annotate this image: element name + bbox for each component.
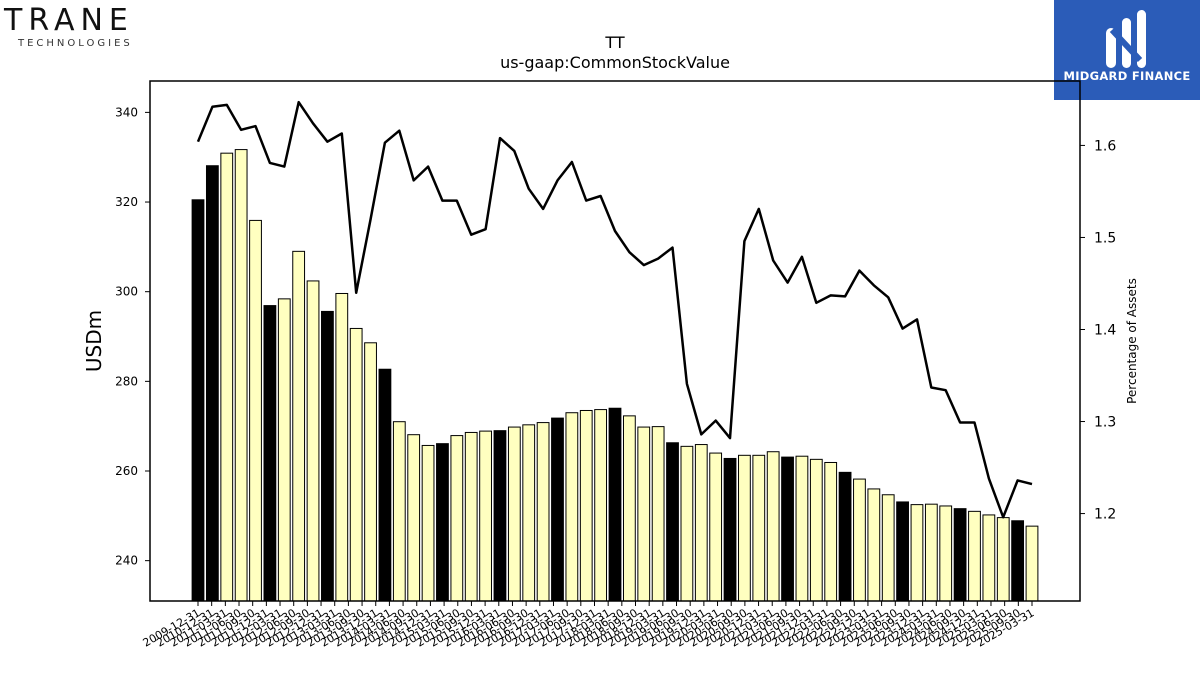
trane-wordmark: TRANE xyxy=(3,3,134,38)
y-axis-label: USDm xyxy=(82,310,106,372)
bar xyxy=(220,152,234,602)
bar xyxy=(249,219,262,602)
bar xyxy=(809,458,823,602)
bar xyxy=(364,342,377,602)
bar xyxy=(464,431,478,602)
bar xyxy=(910,504,924,602)
bar xyxy=(594,409,608,602)
bar xyxy=(292,250,306,602)
bar xyxy=(824,461,838,602)
y-tick-label: 300 xyxy=(115,285,138,299)
bar xyxy=(881,494,895,602)
bar xyxy=(939,505,953,602)
chart-title: TT xyxy=(604,33,624,52)
bar xyxy=(795,455,809,602)
bar xyxy=(536,422,550,602)
y2-tick-label: 1.3 xyxy=(1094,415,1116,431)
trane-subtitle: TECHNOLOGIES xyxy=(17,38,133,49)
y2-tick-label: 1.2 xyxy=(1094,507,1116,523)
bar xyxy=(896,501,909,602)
bar xyxy=(565,412,579,602)
percentage-line xyxy=(196,100,1033,519)
bar xyxy=(1011,520,1025,602)
bar xyxy=(1025,525,1039,602)
bar xyxy=(263,305,277,602)
bar xyxy=(522,424,536,602)
bar xyxy=(306,280,320,602)
bar xyxy=(953,508,967,602)
bar xyxy=(608,407,622,602)
y-tick-label: 320 xyxy=(115,195,138,209)
bar xyxy=(781,456,794,602)
bar xyxy=(321,310,334,602)
bar xyxy=(968,510,981,602)
bar xyxy=(205,165,219,602)
y-axis: 240 260 280 300 320 340 xyxy=(115,105,150,568)
y-tick-label: 240 xyxy=(115,554,138,568)
y2-tick-label: 1.5 xyxy=(1094,230,1116,246)
bar xyxy=(421,444,435,602)
x-axis: 2009-12-312010-12-312011-03-312011-06-30… xyxy=(141,601,1037,650)
midgard-emblem-icon xyxy=(1106,10,1146,68)
y-tick-label: 280 xyxy=(115,374,138,388)
y2-axis: 1.2 1.3 1.4 1.5 1.6 xyxy=(1080,138,1116,523)
bar xyxy=(551,417,564,602)
bar xyxy=(335,292,349,602)
midgard-finance-logo: MIDGARD FINANCE xyxy=(1054,0,1200,100)
y-tick-label: 260 xyxy=(115,464,138,478)
bar xyxy=(493,430,507,602)
bar xyxy=(234,149,248,602)
bar xyxy=(651,426,665,602)
bar xyxy=(392,421,406,602)
bar xyxy=(622,415,636,602)
bar xyxy=(723,457,737,602)
bar xyxy=(680,445,694,602)
bar xyxy=(924,503,938,602)
bar xyxy=(738,454,751,602)
bar xyxy=(709,452,723,602)
bar xyxy=(378,368,392,602)
bar xyxy=(407,434,421,602)
bar xyxy=(479,430,492,602)
line-series xyxy=(196,100,1033,519)
bar xyxy=(838,471,852,602)
bar xyxy=(867,488,881,602)
bar-series xyxy=(191,149,1039,602)
plot-frame xyxy=(149,80,1081,602)
bar xyxy=(752,454,766,602)
bar xyxy=(277,298,291,602)
bar xyxy=(666,442,679,602)
bar xyxy=(766,451,780,602)
bar xyxy=(996,517,1010,602)
y2-tick-label: 1.6 xyxy=(1094,138,1116,154)
bar xyxy=(191,199,205,602)
bar xyxy=(694,444,708,602)
bar xyxy=(982,514,996,602)
trane-logo: TRANE TECHNOLOGIES xyxy=(0,0,170,56)
bar xyxy=(450,435,464,602)
chart-subtitle: us-gaap:CommonStockValue xyxy=(500,53,730,72)
bar xyxy=(349,327,363,602)
bar xyxy=(637,426,651,602)
y2-axis-label: Percentage of Assets xyxy=(1125,278,1139,404)
y2-tick-label: 1.4 xyxy=(1094,322,1116,338)
midgard-finance-name: MIDGARD FINANCE xyxy=(1063,69,1191,83)
bar xyxy=(507,426,521,602)
bar xyxy=(579,409,593,602)
bar xyxy=(436,443,449,602)
bar xyxy=(853,478,866,602)
y-tick-label: 340 xyxy=(115,105,138,119)
